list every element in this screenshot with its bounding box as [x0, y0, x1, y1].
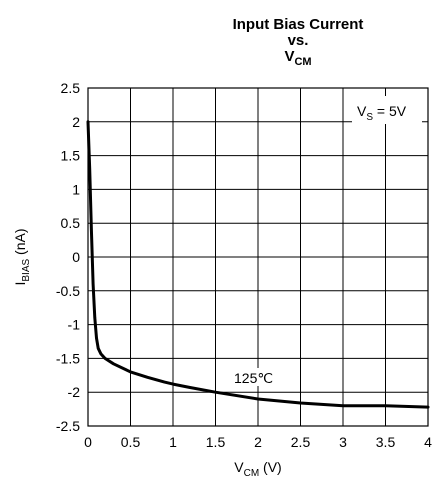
- x-tick-labels: 0 0.5 1 1.5 2 2.5 3 3.5 4: [84, 434, 432, 450]
- y-axis-label: IBIAS (nA): [12, 228, 32, 285]
- x-axis-label: VCM (V): [234, 459, 281, 479]
- plot-frame: [87, 87, 429, 427]
- y-tick-labels: 2.5 2 1.5 1 0.5 0 -0.5 -1 -1.5 -2 -2.5: [56, 80, 80, 434]
- temperature-label-box: [231, 368, 273, 386]
- x-tick-label: 1.5: [206, 434, 226, 450]
- x-tick-label: 3.5: [376, 434, 396, 450]
- y-tick-label: 2: [72, 114, 80, 130]
- y-tick-label: -1: [68, 317, 81, 333]
- x-tick-label: 1: [169, 434, 177, 450]
- supply-label-box: [352, 96, 422, 124]
- temperature-annotation: 125℃: [234, 370, 273, 386]
- y-tick-label: 2.5: [61, 80, 81, 96]
- grid: [88, 88, 428, 426]
- chart-title-line-2: vs.: [287, 32, 309, 49]
- y-tick-label: -2.5: [56, 418, 80, 434]
- y-tick-label: 0.5: [61, 215, 81, 231]
- x-tick-label: 3: [339, 434, 347, 450]
- chart-title-line-1: Input Bias Current: [232, 16, 364, 33]
- x-tick-label: 0.5: [121, 434, 141, 450]
- y-tick-label: 1.5: [61, 148, 81, 164]
- y-tick-label: 1: [72, 181, 80, 197]
- x-tick-label: 2: [254, 434, 262, 450]
- x-tick-label: 0: [84, 434, 92, 450]
- y-tick-label: -2: [68, 384, 81, 400]
- title-cm: CM: [294, 56, 312, 68]
- supply-annotation: VS = 5V: [357, 103, 407, 123]
- chart-title-line-3: VCM: [178, 48, 418, 69]
- title-v: V: [284, 48, 295, 65]
- y-tick-label: 0: [72, 249, 80, 265]
- y-tick-label: -0.5: [56, 283, 80, 299]
- x-tick-label: 4: [424, 434, 432, 450]
- x-tick-label: 2.5: [291, 434, 311, 450]
- series-line-125c: [86, 120, 430, 409]
- y-tick-label: -1.5: [56, 350, 80, 366]
